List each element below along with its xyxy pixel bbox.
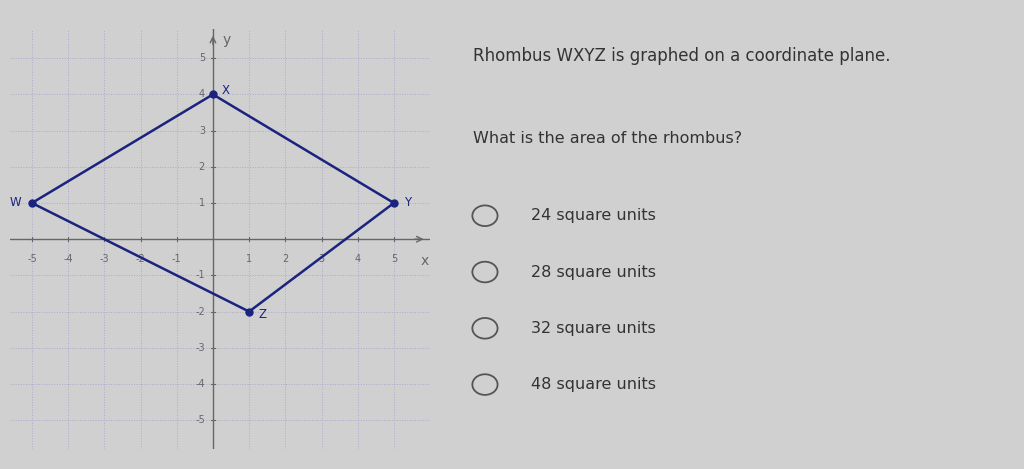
Text: 1: 1: [199, 198, 205, 208]
Text: 3: 3: [318, 254, 325, 265]
Text: 5: 5: [391, 254, 397, 265]
Text: Rhombus WXYZ is graphed on a coordinate plane.: Rhombus WXYZ is graphed on a coordinate …: [473, 47, 891, 65]
Text: 28 square units: 28 square units: [530, 265, 655, 280]
Text: 24 square units: 24 square units: [530, 208, 655, 223]
Text: Z: Z: [259, 308, 267, 321]
Text: 3: 3: [199, 126, 205, 136]
Text: Y: Y: [404, 197, 412, 210]
Text: 32 square units: 32 square units: [530, 321, 655, 336]
Text: -3: -3: [99, 254, 110, 265]
Text: 2: 2: [199, 162, 205, 172]
Text: 48 square units: 48 square units: [530, 377, 655, 392]
Text: -4: -4: [196, 379, 205, 389]
Text: -1: -1: [172, 254, 181, 265]
Text: -2: -2: [135, 254, 145, 265]
Text: -5: -5: [196, 415, 205, 425]
Text: y: y: [223, 33, 231, 47]
Text: 2: 2: [283, 254, 289, 265]
Text: -1: -1: [196, 271, 205, 280]
Text: 5: 5: [199, 53, 205, 63]
Text: -4: -4: [63, 254, 73, 265]
Text: -5: -5: [27, 254, 37, 265]
Text: 1: 1: [246, 254, 252, 265]
Text: What is the area of the rhombus?: What is the area of the rhombus?: [473, 131, 742, 146]
Text: 4: 4: [199, 90, 205, 99]
Text: 4: 4: [354, 254, 360, 265]
Text: -2: -2: [196, 307, 205, 317]
Text: X: X: [221, 83, 229, 97]
Text: W: W: [10, 197, 22, 210]
Text: x: x: [421, 254, 429, 268]
Text: -3: -3: [196, 343, 205, 353]
